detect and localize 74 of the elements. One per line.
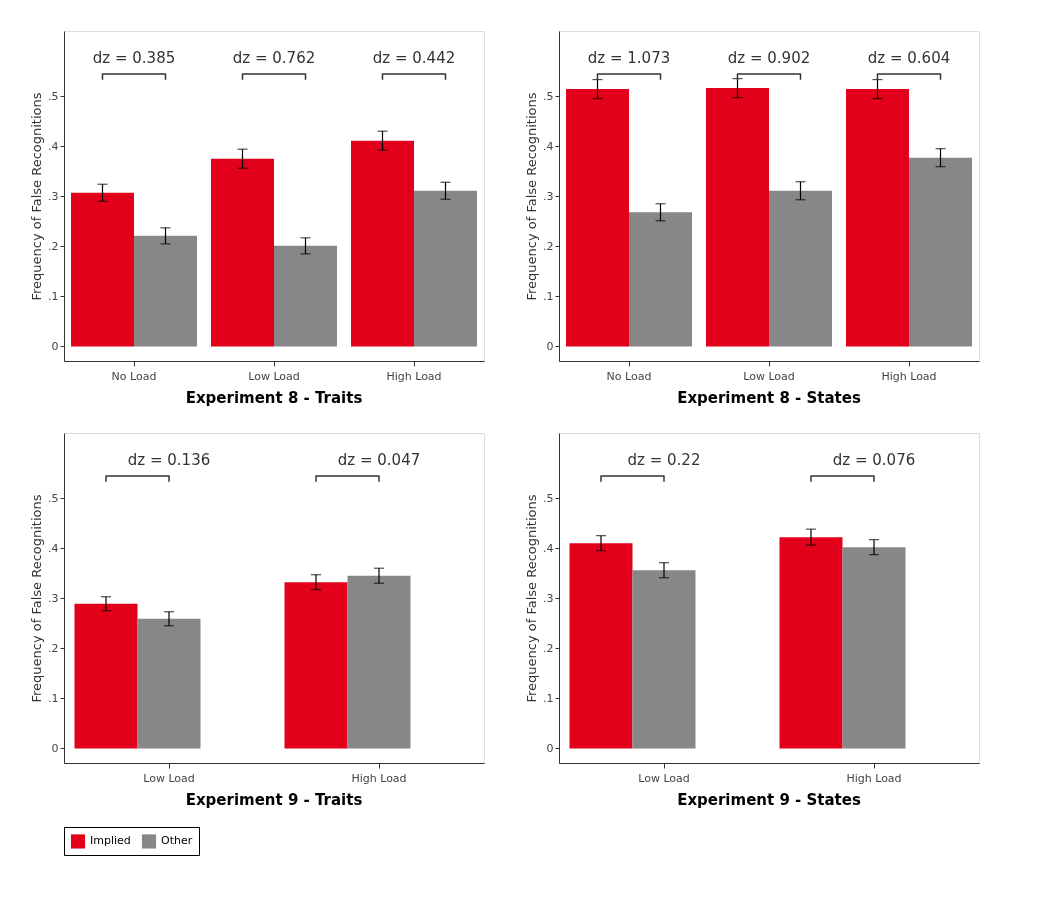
bar [211,158,274,347]
bar [274,245,337,347]
y-tick-label: .2 [48,239,59,253]
x-tick-label: Low Load [638,771,690,785]
y-axis-title: Frequency of False Recognitions [524,92,539,301]
y-tick-label: .4 [48,541,59,555]
bar [842,547,906,749]
y-tick-label: 0 [51,741,59,755]
x-tick-label: Low Load [248,369,300,383]
y-tick-label: .2 [543,641,554,655]
x-tick-label: Low Load [143,771,195,785]
annotation: dz = 0.136 [127,450,211,469]
bar [137,618,201,749]
bar [284,582,348,749]
text: Experiment 9 - Traits [185,791,363,809]
y-tick-label: .5 [543,89,554,103]
text: Experiment 8 - States [677,389,861,407]
bar [134,235,197,347]
y-axis-title: Frequency of False Recognitions [524,494,539,703]
y-tick-label: .1 [48,289,59,303]
y-tick-label: 0 [546,741,554,755]
y-tick-label: .3 [48,591,59,605]
y-axis-title: Frequency of False Recognitions [29,494,44,703]
annotation: dz = 1.073 [587,48,671,67]
y-tick-label: .3 [543,189,554,203]
bar [629,212,692,347]
annotation: dz = 0.762 [232,48,316,67]
annotation: dz = 0.047 [337,450,421,469]
x-tick-label: High Load [386,369,442,383]
y-tick-label: 0 [51,339,59,353]
bar [351,140,414,347]
annotation: dz = 0.902 [727,48,811,67]
y-tick-label: .5 [48,89,59,103]
bar [566,89,629,347]
y-tick-label: 0 [546,339,554,353]
y-tick-label: .3 [48,189,59,203]
y-tick-label: .2 [48,641,59,655]
x-tick-label: Low Load [743,369,795,383]
annotation: dz = 0.604 [867,48,951,67]
y-tick-label: .5 [48,491,59,505]
y-tick-label: .2 [543,239,554,253]
x-tick-label: High Load [846,771,902,785]
text: Experiment 8 - Traits [185,389,363,407]
y-tick-label: .1 [543,289,554,303]
text: Experiment 9 - States [677,791,861,809]
legend-label: Implied [90,834,131,848]
bar [769,190,832,347]
x-tick-label: High Load [881,369,937,383]
annotation: dz = 0.442 [372,48,456,67]
annotation: dz = 0.22 [627,450,701,469]
y-tick-label: .4 [543,541,554,555]
bar [909,157,972,347]
y-tick-label: .4 [48,139,59,153]
bar [74,603,138,749]
bar [632,570,696,749]
y-tick-label: .5 [543,491,554,505]
bar [706,88,769,347]
y-tick-label: .1 [48,691,59,705]
x-tick-label: High Load [351,771,407,785]
legend-label: Other [161,834,193,848]
bar [846,89,909,347]
x-tick-label: No Load [111,369,157,383]
bar [71,192,134,347]
x-tick-label: No Load [606,369,652,383]
bar [347,575,411,749]
annotation: dz = 0.076 [832,450,916,469]
bar [569,543,633,749]
y-tick-label: .1 [543,691,554,705]
bar [414,190,477,347]
y-tick-label: .3 [543,591,554,605]
annotation: dz = 0.385 [92,48,176,67]
y-axis-title: Frequency of False Recognitions [29,92,44,301]
y-tick-label: .4 [543,139,554,153]
bar [779,537,843,749]
